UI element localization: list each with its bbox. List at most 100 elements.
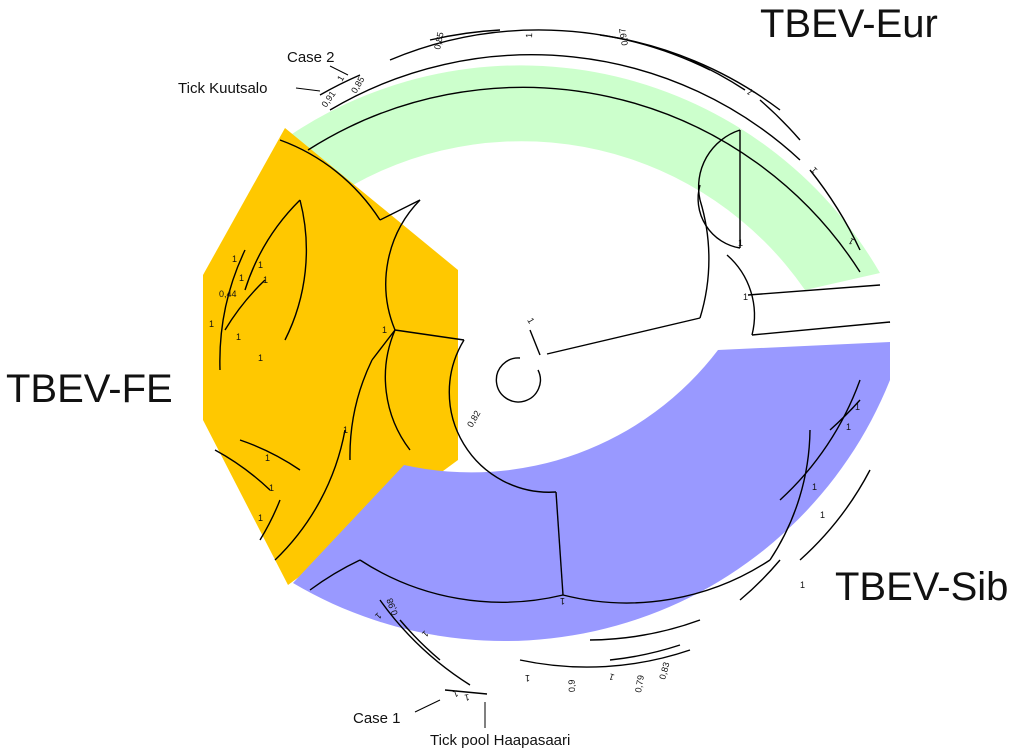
branch-fe-arc-main	[385, 199, 421, 331]
branch-eur-arc-4	[599, 34, 781, 111]
branch-inner-arc	[448, 339, 557, 493]
branch-sib-right	[769, 429, 811, 561]
branch-eur-arc-9	[689, 59, 746, 91]
label-case2: Case 2	[287, 49, 335, 66]
support-value: 1	[846, 422, 851, 432]
support-value: 0,79	[633, 674, 646, 693]
branch-fe-lower5	[259, 499, 281, 541]
support-value: 1	[524, 33, 534, 38]
branch-eur-arc-7	[809, 169, 861, 251]
branch-eur-arc-6	[429, 29, 501, 41]
support-value: 0,9	[567, 679, 577, 692]
branch-sib-tick-pool	[444, 689, 488, 695]
support-value: 1	[464, 692, 471, 703]
clade-sector-sib	[293, 342, 890, 642]
branch-to-fe	[394, 329, 465, 341]
support-value: 1	[258, 353, 263, 363]
support-value: 1	[738, 238, 743, 248]
branch-sib-lower-left	[309, 559, 361, 591]
support-value: 1	[232, 254, 237, 264]
support-value: 1	[343, 425, 348, 435]
support-value: 1	[420, 629, 431, 640]
support-value: 1	[820, 510, 825, 520]
arrow-tick-kuutsalo	[295, 87, 321, 92]
support-value: 1	[608, 671, 616, 682]
support-value: 1	[335, 74, 346, 83]
support-value: 0,97	[617, 27, 630, 46]
branch-outgroup-2	[751, 321, 891, 336]
branch-fe-upper3	[284, 199, 308, 341]
label-case1: Case 1	[353, 710, 401, 727]
support-value: 1	[373, 611, 384, 622]
support-value: 1	[745, 88, 756, 97]
support-value: 0,82	[465, 409, 482, 429]
branch-fe-lower	[349, 359, 373, 461]
branch-sib-lower-left3	[399, 619, 441, 661]
label-tick-pool: Tick pool Haapasaari	[430, 732, 570, 749]
support-value: 1	[265, 453, 270, 463]
support-value: 1	[258, 260, 263, 270]
branch-fe-lower3	[239, 439, 301, 471]
branch-fe-lower2	[274, 429, 346, 561]
branch-sib-right5	[739, 559, 781, 601]
support-value: 1	[800, 580, 805, 590]
branch-eur-node	[697, 184, 741, 249]
branch-fe-mid2	[219, 249, 246, 371]
branch-eur-arc-outer	[307, 86, 861, 273]
branch-root-spur	[529, 329, 541, 356]
branch-sib-arc-main	[359, 559, 564, 603]
support-value: 0,83	[657, 661, 671, 681]
branch-sib-arc-main2	[562, 559, 771, 604]
branch-fe-arc-main2	[384, 329, 411, 451]
support-value: 0,44	[219, 289, 237, 299]
support-value: 1	[809, 165, 820, 176]
clade-label-sib: TBEV-Sib	[835, 565, 1008, 609]
support-value: 1	[236, 332, 241, 342]
support-value: 1	[855, 402, 860, 412]
branch-eur-arc-5	[319, 74, 361, 96]
branch-eur-sib-arc	[699, 199, 710, 319]
support-value: 1	[258, 513, 263, 523]
support-value: 1	[452, 688, 460, 699]
branch-eur-arc-8	[759, 99, 801, 141]
support-value: 1	[382, 325, 387, 335]
clade-label-eur: TBEV-Eur	[760, 2, 938, 46]
branch-fe-stem2	[379, 199, 421, 221]
annotations: Case 2 Tick Kuutsalo Case 1 Tick pool Ha…	[178, 49, 570, 749]
branch-eur-arc-2	[329, 54, 801, 161]
support-value: 1	[525, 673, 530, 683]
branch-outgroup-1	[747, 284, 881, 296]
support-value: 1	[560, 596, 565, 606]
branch-sib-lower-mid	[519, 649, 691, 668]
arrow-case2	[329, 65, 349, 76]
support-value: 1	[209, 319, 214, 329]
branch-sib-right2	[779, 379, 861, 501]
tree-branches	[214, 29, 891, 695]
support-value: 1	[269, 483, 274, 493]
branch-fe-upper2	[244, 199, 301, 291]
branch-fe-upper	[279, 139, 381, 221]
branch-root-to-eur-sib	[546, 317, 701, 355]
support-value: 0,85	[432, 31, 445, 50]
branch-sib-node	[726, 254, 756, 336]
clade-label-fe: TBEV-FE	[6, 367, 173, 411]
clade-sector-eur	[292, 65, 880, 290]
branch-sib-lower-mid2	[589, 619, 701, 641]
branch-sib-right3	[799, 469, 871, 561]
support-value: 0,91	[319, 89, 337, 109]
branch-sib-lower-left2	[379, 599, 471, 686]
label-tick-kuutsalo: Tick Kuutsalo	[178, 80, 267, 97]
support-value: 1	[239, 273, 244, 283]
arrow-case1	[414, 699, 441, 713]
support-value: 1	[743, 292, 748, 302]
branch-fe-mid	[224, 279, 266, 331]
branch-root-arc	[495, 357, 542, 403]
branch-sib-lower-mid3	[609, 644, 681, 661]
support-value: 1	[263, 275, 268, 285]
support-value: 1	[812, 482, 817, 492]
support-value: 1	[847, 236, 856, 247]
branch-fe-lower4	[214, 449, 271, 491]
support-value: 1	[525, 316, 536, 325]
branch-eur-arc-3	[389, 29, 711, 71]
